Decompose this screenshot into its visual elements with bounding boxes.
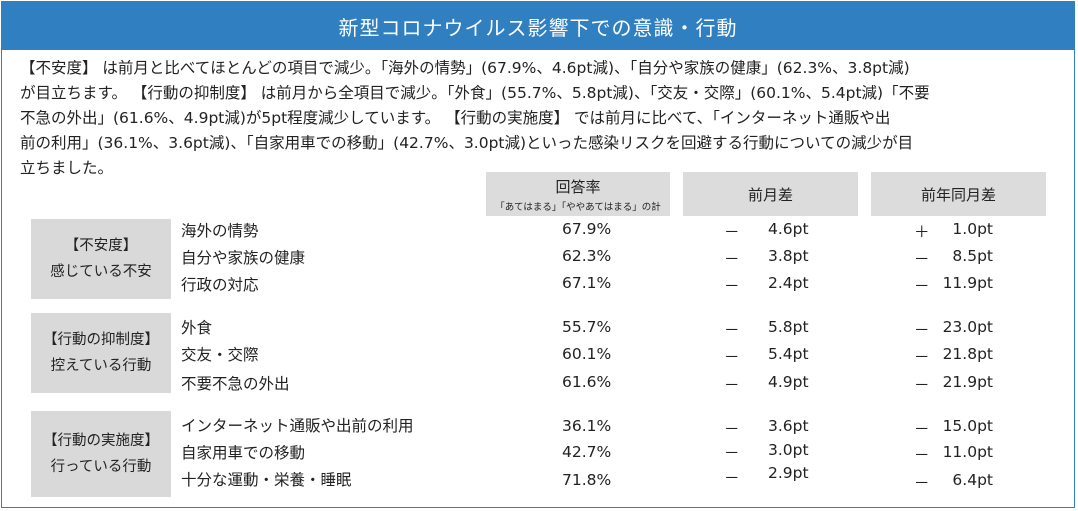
- item-label: 十分な運動・栄養・睡眠: [181, 471, 352, 489]
- mom-value: 2.4pt: [768, 274, 809, 292]
- group-label-restraint: 【行動の抑制度】 控えている行動: [31, 313, 171, 393]
- mom-sign: －: [724, 348, 740, 366]
- group-subtitle: 行っている行動: [50, 459, 152, 475]
- header-mom-label: 前月差: [747, 185, 793, 204]
- yoy-value: 8.5pt: [952, 247, 993, 265]
- mom-sign: －: [724, 250, 740, 268]
- mom-sign: －: [724, 469, 740, 487]
- header-mom: 前月差: [683, 172, 858, 216]
- yoy-sign: －: [914, 348, 930, 366]
- yoy-value: 23.0pt: [942, 318, 993, 336]
- mom-value: 3.6pt: [768, 417, 809, 435]
- intro-paragraph: 【不安度】 は前月と比べてほとんどの項目で減少。「海外の情勢」(67.9%、4.…: [20, 56, 1056, 181]
- header-rate-sublabel: 「あてはまる」「ややあてはまる」の計: [495, 201, 661, 213]
- yoy-sign: －: [914, 474, 930, 492]
- intro-line: 【不安度】 は前月と比べてほとんどの項目で減少。「海外の情勢」(67.9%、4.…: [20, 59, 910, 77]
- rate-value: 61.6%: [562, 373, 612, 391]
- page-title: 新型コロナウイルス影響下での意識・行動: [2, 2, 1074, 50]
- item-label: 自分や家族の健康: [181, 249, 306, 267]
- item-label: 不要不急の外出: [181, 375, 290, 393]
- intro-line: が目立ちます。 【行動の抑制度】 は前月から全項目で減少。「外食」(55.7%、…: [20, 84, 930, 102]
- rate-value: 36.1%: [562, 417, 612, 435]
- rate-value: 60.1%: [562, 345, 612, 363]
- mom-value: 2.9pt: [768, 464, 809, 482]
- mom-sign: －: [724, 277, 740, 295]
- rate-value: 55.7%: [562, 318, 612, 336]
- group-subtitle: 控えている行動: [50, 358, 152, 374]
- item-label: 行政の対応: [181, 276, 259, 294]
- rate-value: 62.3%: [562, 247, 612, 265]
- mom-sign: －: [724, 321, 740, 339]
- mom-value: 4.9pt: [768, 373, 809, 391]
- header-yoy-label: 前年同月差: [920, 185, 996, 204]
- yoy-value: 21.9pt: [942, 373, 993, 391]
- yoy-sign: －: [914, 250, 930, 268]
- mom-sign: －: [724, 444, 740, 462]
- mom-value: 3.0pt: [768, 441, 809, 459]
- item-label: 外食: [181, 319, 213, 337]
- mom-value: 5.8pt: [768, 318, 809, 336]
- intro-line: 不急の外出」(61.6%、4.9pt減)が5pt程度減少しています。 【行動の実…: [20, 109, 891, 127]
- mom-value: 3.8pt: [768, 247, 809, 265]
- yoy-sign: ＋: [914, 223, 930, 241]
- rate-value: 71.8%: [562, 471, 612, 489]
- yoy-value: 1.0pt: [952, 220, 993, 238]
- yoy-sign: －: [914, 321, 930, 339]
- header-rate-label: 回答率: [555, 177, 601, 196]
- intro-line: 前の利用」(36.1%、3.6pt減)、「自家用車での移動」(42.7%、3.0…: [20, 134, 914, 152]
- item-label: 海外の情勢: [181, 222, 259, 240]
- yoy-value: 6.4pt: [952, 471, 993, 489]
- mom-value: 4.6pt: [768, 220, 809, 238]
- yoy-value: 15.0pt: [942, 417, 993, 435]
- rate-value: 67.1%: [562, 274, 612, 292]
- group-title: 【行動の実施度】: [43, 433, 159, 449]
- mom-sign: －: [724, 223, 740, 241]
- mom-sign: －: [724, 376, 740, 394]
- yoy-value: 11.9pt: [942, 274, 993, 292]
- group-label-implementation: 【行動の実施度】 行っている行動: [31, 411, 171, 497]
- yoy-sign: －: [914, 420, 930, 438]
- intro-line: 立ちました。: [20, 159, 114, 177]
- rate-value: 67.9%: [562, 220, 612, 238]
- yoy-value: 21.8pt: [942, 345, 993, 363]
- item-label: 自家用車での移動: [181, 444, 306, 462]
- header-yoy: 前年同月差: [871, 172, 1046, 216]
- mom-sign: －: [724, 420, 740, 438]
- yoy-sign: －: [914, 277, 930, 295]
- yoy-sign: －: [914, 446, 930, 464]
- header-rate: 回答率 「あてはまる」「ややあてはまる」の計: [486, 172, 670, 216]
- group-subtitle: 感じている不安: [50, 264, 152, 280]
- mom-value: 5.4pt: [768, 345, 809, 363]
- item-label: インターネット通販や出前の利用: [181, 417, 414, 435]
- rate-value: 42.7%: [562, 443, 612, 461]
- group-label-anxiety: 【不安度】 感じている不安: [31, 219, 171, 299]
- group-title: 【行動の抑制度】: [43, 332, 159, 348]
- yoy-value: 11.0pt: [942, 443, 993, 461]
- yoy-sign: －: [914, 376, 930, 394]
- item-label: 交友・交際: [181, 346, 259, 364]
- group-title: 【不安度】: [64, 238, 138, 254]
